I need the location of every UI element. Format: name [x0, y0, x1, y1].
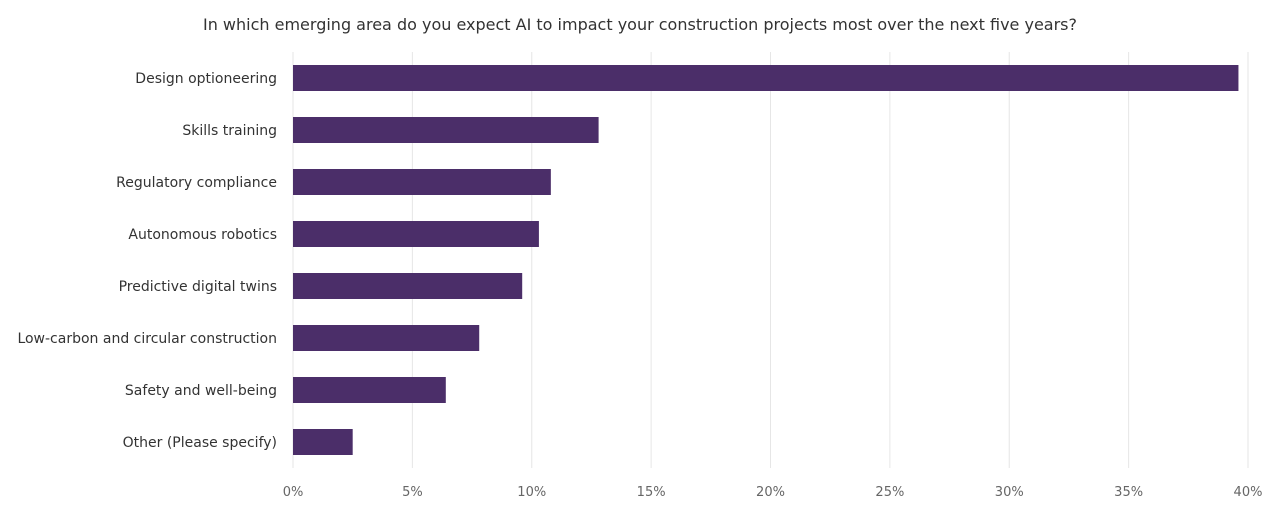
x-tick-labels: 0% 5% 10% 15% 20% 25% 30% 35% 40%	[283, 485, 1263, 500]
category-label: Skills training	[182, 123, 277, 139]
x-tick-label: 40%	[1234, 485, 1263, 500]
x-tick-label: 10%	[517, 485, 546, 500]
bar	[293, 65, 1239, 91]
category-label: Other (Please specify)	[123, 435, 277, 451]
category-label: Autonomous robotics	[128, 227, 277, 243]
gridlines	[292, 52, 1249, 468]
x-tick-label: 20%	[756, 485, 785, 500]
bar	[293, 169, 551, 195]
bar	[293, 377, 446, 403]
category-labels: Design optioneering Skills training Regula…	[17, 71, 277, 451]
x-tick-label: 15%	[637, 485, 666, 500]
bar	[293, 273, 523, 299]
x-tick-label: 30%	[995, 485, 1024, 500]
x-tick-label: 35%	[1114, 485, 1143, 500]
category-label: Safety and well-being	[125, 383, 277, 399]
category-label: Low-carbon and circular construction	[17, 331, 277, 347]
bar	[293, 325, 480, 351]
category-label: Predictive digital twins	[119, 279, 277, 295]
category-label: Design optioneering	[135, 71, 277, 87]
chart-title: In which emerging area do you expect AI …	[203, 15, 1077, 34]
bar	[293, 117, 599, 143]
bar	[293, 221, 539, 247]
x-tick-label: 0%	[283, 485, 304, 500]
x-tick-label: 25%	[875, 485, 904, 500]
bar	[293, 429, 353, 455]
category-label: Regulatory compliance	[116, 175, 277, 191]
x-tick-label: 5%	[402, 485, 423, 500]
bars	[293, 65, 1239, 455]
